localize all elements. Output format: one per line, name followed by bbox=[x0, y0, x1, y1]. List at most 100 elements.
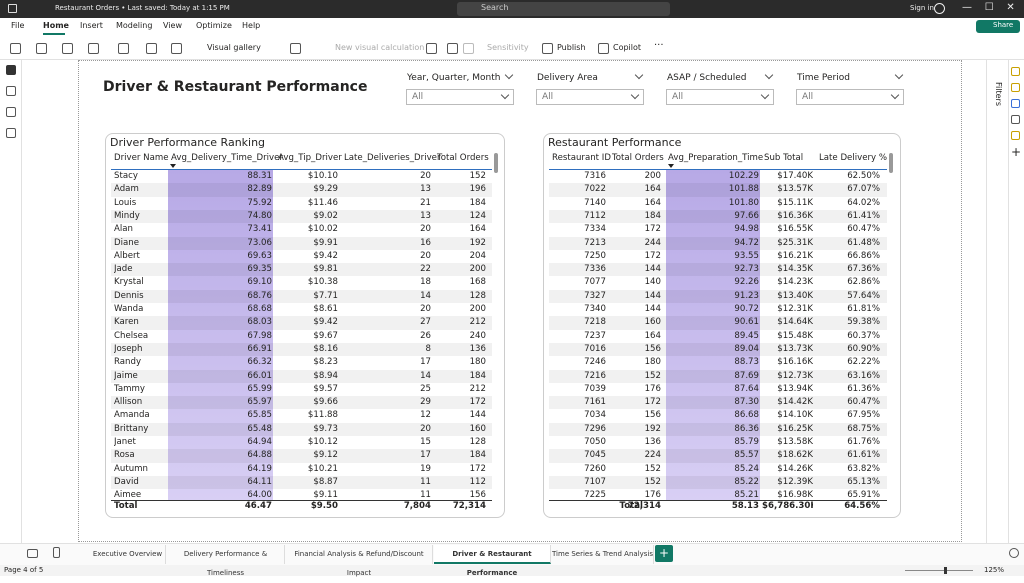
table-cell: 60.37% bbox=[816, 330, 880, 343]
column-header[interactable]: Avg_Tip_Driver bbox=[278, 153, 342, 163]
menu-item[interactable]: Modeling bbox=[116, 21, 152, 30]
pane-icon[interactable] bbox=[1011, 99, 1020, 108]
ribbon-button[interactable]: Visual gallery bbox=[207, 43, 261, 52]
zoom-slider[interactable] bbox=[905, 570, 973, 571]
table-cell: $13.58K bbox=[762, 436, 813, 449]
ribbon-icon[interactable] bbox=[171, 43, 182, 54]
table-cell: 61.76% bbox=[816, 436, 880, 449]
dax-view[interactable] bbox=[6, 128, 16, 138]
ribbon-icon[interactable] bbox=[598, 43, 609, 54]
add-page[interactable]: + bbox=[655, 545, 673, 562]
table-cell: $13.40K bbox=[762, 290, 813, 303]
menu-item[interactable]: Home bbox=[43, 21, 69, 30]
pane-icon[interactable] bbox=[1011, 83, 1020, 92]
slicer-label: Time Period bbox=[797, 73, 850, 83]
table-cell: 140 bbox=[609, 276, 661, 289]
menu-item[interactable]: File bbox=[11, 21, 24, 30]
search-box[interactable]: Search bbox=[457, 2, 670, 16]
table-cell: 64.02% bbox=[816, 197, 880, 210]
table-view[interactable] bbox=[6, 86, 16, 96]
ribbon-icon[interactable] bbox=[62, 43, 73, 54]
avatar[interactable] bbox=[934, 3, 945, 14]
page-tab[interactable]: Delivery Performance & Timeliness bbox=[167, 545, 285, 564]
page-tab[interactable]: Executive Overview bbox=[90, 545, 166, 564]
filters-label[interactable]: Filters bbox=[994, 82, 1003, 106]
page-tab[interactable]: Time Series & Trend Analysis bbox=[552, 545, 654, 564]
table-cell: $14.10K bbox=[762, 409, 813, 422]
table-cell: 97.66 bbox=[666, 210, 759, 223]
ribbon-icon[interactable] bbox=[10, 43, 21, 54]
save-icon[interactable] bbox=[8, 4, 17, 13]
ribbon-icon[interactable] bbox=[290, 43, 301, 54]
ribbon-button[interactable]: Publish bbox=[557, 43, 586, 52]
table-cell: 67.07% bbox=[816, 183, 880, 196]
page-tab[interactable]: Driver & Restaurant Performance bbox=[434, 545, 551, 564]
menu-item[interactable]: View bbox=[163, 21, 182, 30]
table-cell: 63.82% bbox=[816, 463, 880, 476]
slicer-dropdown[interactable]: All bbox=[796, 89, 904, 105]
ribbon-icon[interactable] bbox=[447, 43, 458, 54]
pane-icon[interactable] bbox=[1011, 67, 1020, 76]
share-button[interactable]: Share bbox=[976, 20, 1020, 33]
table-cell: 89.04 bbox=[666, 343, 759, 356]
ribbon-icon[interactable] bbox=[463, 43, 474, 54]
table-cell: 7016 bbox=[548, 343, 606, 356]
model-view[interactable] bbox=[6, 107, 16, 117]
table-cell: 7225 bbox=[548, 489, 606, 500]
zoom-thumb[interactable] bbox=[944, 567, 947, 574]
column-header[interactable]: Late Delivery % bbox=[819, 153, 887, 163]
table-cell: 7161 bbox=[548, 396, 606, 409]
table-cell: 93.55 bbox=[666, 250, 759, 263]
menu-item[interactable]: Optimize bbox=[196, 21, 232, 30]
add-pane[interactable]: + bbox=[1011, 145, 1021, 159]
ribbon-button[interactable]: Copilot bbox=[613, 43, 641, 52]
sign-in[interactable]: Sign in bbox=[910, 4, 934, 12]
table-cell: 90.72 bbox=[666, 303, 759, 316]
pane-icon[interactable] bbox=[1011, 131, 1020, 140]
table-cell: 7077 bbox=[548, 276, 606, 289]
column-header[interactable]: Restaurant ID bbox=[552, 153, 611, 163]
table-cell: 7112 bbox=[548, 210, 606, 223]
ribbon-icon[interactable] bbox=[118, 43, 129, 54]
column-header[interactable]: Total Orders bbox=[612, 153, 664, 163]
column-header[interactable]: Late_Deliveries_Driver bbox=[344, 153, 441, 163]
window-controls[interactable]: — ☐ ✕ bbox=[962, 2, 1015, 13]
column-header[interactable]: Sub Total bbox=[764, 153, 803, 163]
slicer-dropdown[interactable]: All bbox=[406, 89, 514, 105]
ribbon-button[interactable]: New visual calculation bbox=[335, 43, 424, 52]
ribbon-icon[interactable] bbox=[426, 43, 437, 54]
report-title: Driver & Restaurant Performance bbox=[103, 79, 367, 95]
ribbon-icon[interactable] bbox=[542, 43, 553, 54]
mobile-view[interactable] bbox=[53, 547, 60, 558]
more[interactable]: ··· bbox=[654, 40, 664, 51]
scrollbar[interactable] bbox=[889, 153, 893, 173]
total-cell: $6,786.30K bbox=[762, 500, 813, 513]
slicer-dropdown[interactable]: All bbox=[666, 89, 774, 105]
table-cell: $14.35K bbox=[762, 263, 813, 276]
table-cell: 184 bbox=[609, 210, 661, 223]
column-header[interactable]: Driver Name bbox=[114, 153, 169, 163]
column-header[interactable]: Total Orders bbox=[437, 153, 489, 163]
pane-icon[interactable] bbox=[1011, 115, 1020, 124]
ribbon-icon[interactable] bbox=[88, 43, 99, 54]
desktop-view[interactable] bbox=[27, 549, 38, 558]
menu-item[interactable]: Insert bbox=[80, 21, 103, 30]
report-view[interactable] bbox=[6, 65, 16, 75]
page-tab[interactable]: Financial Analysis & Refund/Discount Imp… bbox=[286, 545, 433, 564]
ribbon-button[interactable]: Sensitivity bbox=[487, 43, 529, 52]
column-header[interactable]: Avg_Delivery_Time_Driver bbox=[171, 153, 283, 163]
table-cell: 172 bbox=[609, 250, 661, 263]
menu-item[interactable]: Help bbox=[242, 21, 260, 30]
table-cell: 94.98 bbox=[666, 223, 759, 236]
table-cell: 7334 bbox=[548, 223, 606, 236]
table-cell: 65.91% bbox=[816, 489, 880, 500]
settings[interactable] bbox=[1009, 548, 1019, 558]
column-header[interactable]: Avg_Preparation_Time bbox=[668, 153, 763, 163]
ribbon-icon[interactable] bbox=[146, 43, 157, 54]
table-cell: 87.64 bbox=[666, 383, 759, 396]
table-cell: 7340 bbox=[548, 303, 606, 316]
page-indicator: Page 4 of 5 bbox=[4, 566, 43, 574]
slicer-dropdown[interactable]: All bbox=[536, 89, 644, 105]
ribbon-icon[interactable] bbox=[36, 43, 47, 54]
